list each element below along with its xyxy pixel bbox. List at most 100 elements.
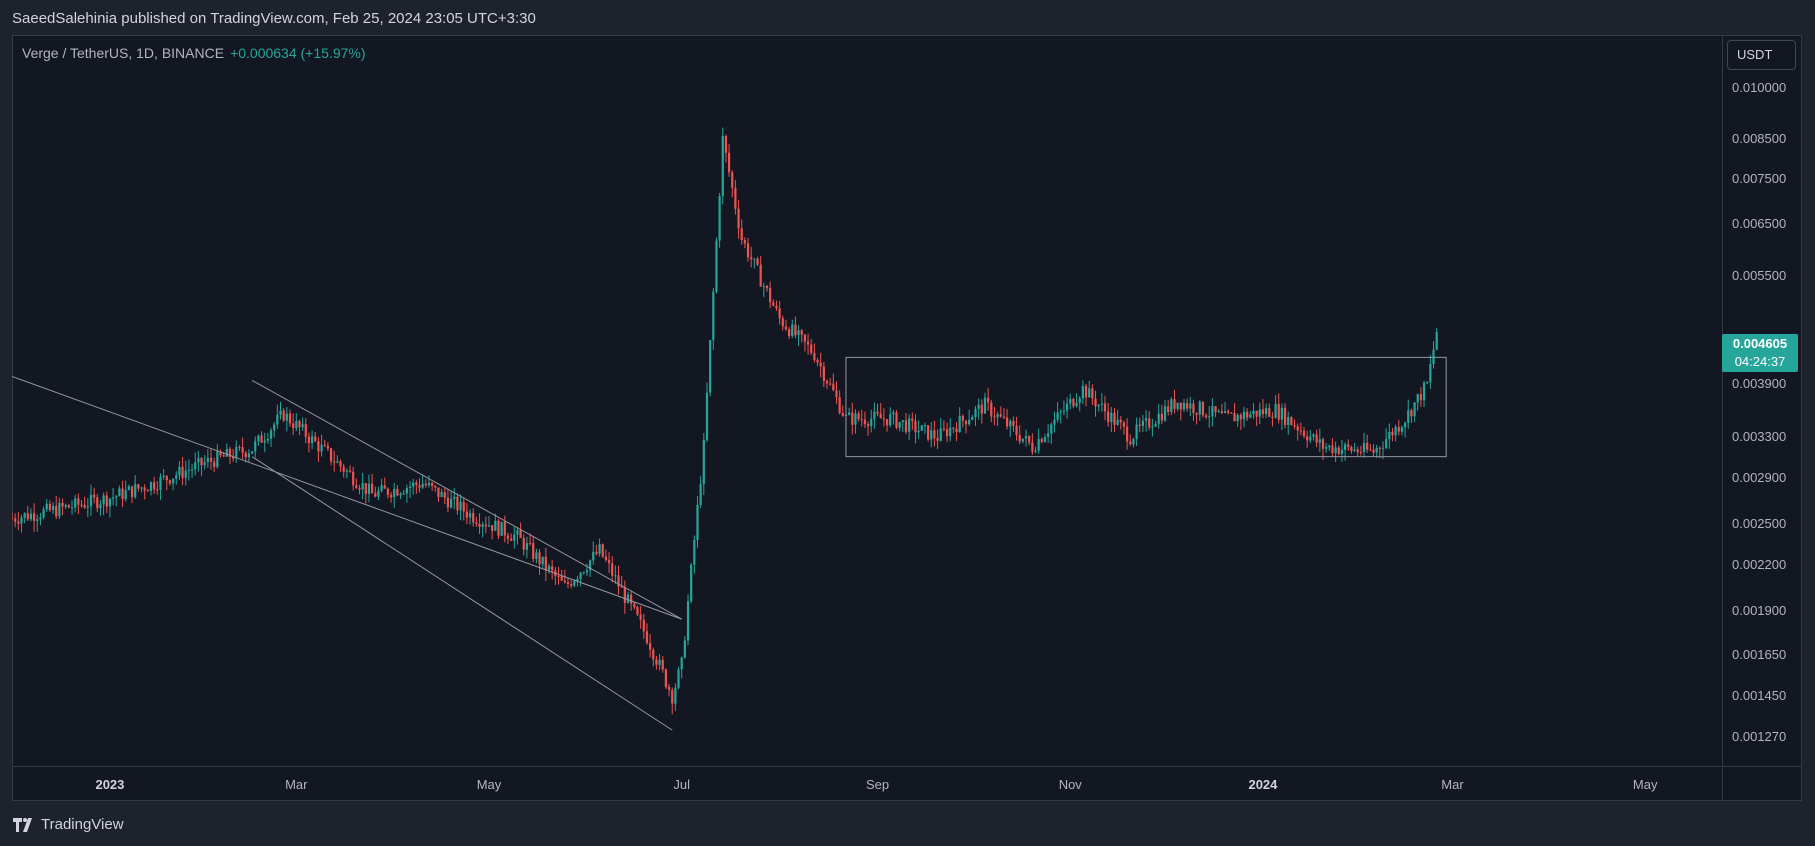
candle-body: [156, 489, 159, 491]
candle-body: [497, 520, 500, 536]
candle-body: [718, 196, 721, 241]
candle-body: [427, 482, 431, 486]
candle-body: [620, 586, 623, 588]
candle-body: [649, 643, 652, 650]
candle-body: [769, 288, 772, 303]
candle-body: [1318, 439, 1321, 443]
candle-body: [1151, 426, 1154, 428]
price-tick-label: 0.002200: [1732, 556, 1787, 572]
time-tick-label: May: [476, 777, 502, 792]
candle-body: [677, 669, 680, 688]
candle-body: [582, 572, 585, 574]
candle-body: [405, 488, 408, 494]
candle-body: [105, 495, 108, 507]
candle-body: [1031, 442, 1034, 452]
candle-body: [1359, 452, 1362, 454]
candle-body: [459, 501, 462, 511]
candle-body: [89, 494, 93, 507]
candle-body: [1265, 408, 1268, 415]
candle-body: [914, 420, 917, 433]
candle-body: [481, 524, 484, 527]
candle-body: [1176, 402, 1179, 409]
candle-body: [472, 513, 475, 523]
candle-body: [920, 425, 923, 431]
candle-body: [737, 208, 740, 229]
candle-body: [14, 518, 17, 522]
candle-body: [1034, 450, 1037, 452]
candle-body: [882, 418, 885, 420]
candle-body: [1340, 449, 1344, 454]
candle-body: [750, 257, 753, 260]
candle-body: [753, 258, 756, 260]
candle-body: [314, 436, 317, 442]
candle-body: [576, 578, 579, 582]
candle-body: [1107, 411, 1110, 423]
candle-body: [1173, 399, 1176, 409]
candle-body: [1223, 411, 1227, 414]
chart-pane[interactable]: [10, 36, 1721, 766]
candle-body: [238, 446, 241, 448]
candle-body: [772, 302, 775, 306]
candle-body: [1261, 409, 1265, 415]
candle-body: [165, 475, 168, 481]
candle-body: [10, 518, 14, 520]
candle-body: [1126, 426, 1129, 442]
footer-brand[interactable]: TradingView: [13, 815, 183, 837]
candle-body: [1072, 398, 1075, 407]
candle-body: [664, 669, 668, 687]
candle-body: [696, 504, 699, 540]
price-axis[interactable]: [1722, 36, 1802, 766]
price-tick-label: 0.006500: [1732, 215, 1787, 231]
candle-body: [1028, 436, 1031, 443]
currency-button[interactable]: USDT: [1727, 40, 1796, 70]
candle-body: [1299, 430, 1302, 432]
candle-body: [1274, 403, 1277, 418]
candle-body: [715, 240, 718, 292]
candle-body: [298, 421, 301, 428]
candle-body: [143, 487, 146, 491]
candle-body: [876, 411, 879, 414]
candle-body: [538, 552, 541, 565]
candle-body: [178, 466, 181, 476]
candle-body: [1040, 439, 1043, 442]
candle-body: [168, 480, 172, 484]
tradingview-logo-icon: [13, 818, 32, 832]
candle-body: [1141, 420, 1145, 426]
candle-body: [987, 397, 990, 403]
axis-corner: [1722, 766, 1802, 801]
candle-body: [563, 580, 566, 583]
candle-body: [1186, 403, 1189, 409]
candle-body: [1084, 385, 1088, 398]
candle-body: [904, 420, 908, 432]
candle-body: [162, 475, 165, 477]
candle-body: [440, 492, 443, 497]
candle-body: [968, 419, 971, 425]
candle-body: [263, 440, 266, 443]
candle-body: [1009, 420, 1012, 427]
candle-body: [1328, 445, 1331, 448]
candle-body: [765, 285, 769, 289]
price-plot[interactable]: [10, 36, 1721, 766]
legend-symbol: Verge / TetherUS, 1D, BINANCE: [22, 45, 225, 61]
candle-body: [146, 490, 149, 492]
candle-body: [260, 435, 263, 443]
candle-body: [674, 687, 677, 704]
candle-body: [623, 587, 626, 603]
candle-body: [901, 420, 904, 423]
candle-body: [930, 430, 933, 440]
price-tick-label: 0.010000: [1732, 80, 1787, 96]
candle-body: [333, 461, 336, 463]
candle-body: [983, 397, 987, 414]
candle-body: [310, 436, 314, 444]
time-axis[interactable]: [12, 766, 1721, 801]
price-tick-label: 0.001270: [1732, 729, 1787, 745]
candle-body: [588, 560, 592, 571]
candle-body: [29, 513, 33, 520]
candle-body: [996, 414, 999, 418]
candle-body: [658, 659, 661, 665]
candle-body: [740, 228, 743, 241]
candle-body: [121, 488, 124, 500]
candle-body: [544, 556, 547, 570]
candle-body: [829, 383, 832, 385]
price-tick-label: 0.007500: [1732, 170, 1787, 186]
